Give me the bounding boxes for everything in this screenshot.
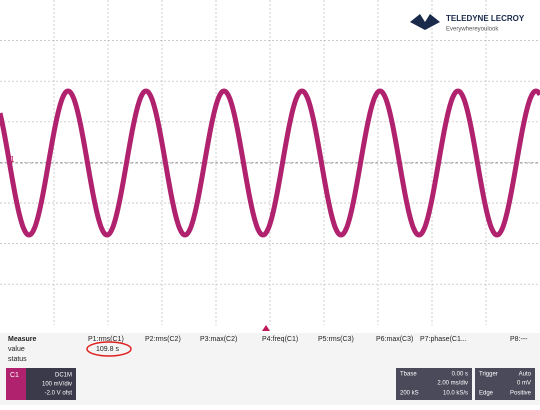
param-name: P7:phase(C1... bbox=[420, 336, 467, 343]
scope-screen: 1 TELEDYNE LECROY Everywhereyoulook Meas… bbox=[0, 0, 540, 405]
row-label: value bbox=[8, 346, 25, 353]
trigger-slope: Positive bbox=[510, 391, 532, 397]
param-value: 109.8 s bbox=[96, 346, 119, 353]
tagline: Everywhereyoulook bbox=[446, 27, 499, 33]
channel-name: C1 bbox=[10, 372, 19, 379]
param-name: P4:freq(C1) bbox=[262, 336, 298, 343]
timebase-scale: 2.00 ms/div bbox=[437, 381, 468, 387]
param-name: P5:rms(C3) bbox=[318, 336, 354, 343]
trace-label: 1 bbox=[10, 155, 15, 164]
timebase-delay: 0.00 s bbox=[452, 372, 468, 378]
trigger-level: 0 mV bbox=[517, 381, 531, 387]
param-name: P2:rms(C2) bbox=[145, 336, 181, 343]
row-label: status bbox=[8, 356, 27, 363]
measure-title: Measure bbox=[8, 336, 37, 343]
timebase-samples: 200 kS bbox=[400, 391, 419, 397]
brand: TELEDYNE LECROY bbox=[446, 14, 525, 23]
channel-line: DC1M bbox=[55, 373, 72, 379]
timebase-rate: 10.0 kS/s bbox=[443, 391, 468, 397]
param-name: P6:max(C3) bbox=[376, 336, 413, 343]
channel-line: 100 mV/div bbox=[42, 382, 72, 388]
channel-line: -2.0 V ofst bbox=[45, 391, 73, 397]
page: 1 TELEDYNE LECROY Everywhereyoulook Meas… bbox=[0, 0, 540, 410]
trigger-type: Edge bbox=[479, 391, 494, 397]
param-name: P8:--- bbox=[510, 336, 528, 343]
trigger-label: Trigger bbox=[479, 372, 498, 378]
param-name: P3:max(C2) bbox=[200, 336, 237, 343]
trigger-mode: Auto bbox=[519, 372, 532, 378]
timebase-label: Tbase bbox=[400, 372, 417, 378]
